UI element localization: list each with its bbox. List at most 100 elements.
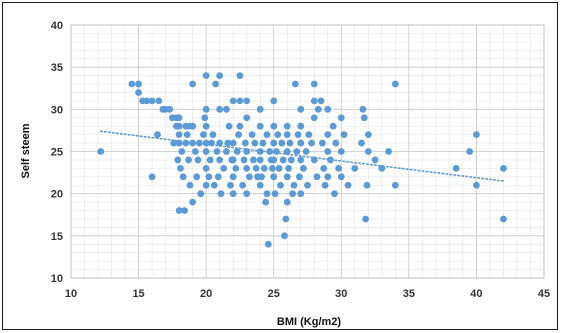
data-point — [202, 72, 210, 79]
data-point — [185, 156, 192, 164]
data-point — [291, 80, 299, 88]
trendline-group — [99, 130, 505, 182]
gridlines — [70, 24, 545, 279]
data-point — [182, 139, 190, 147]
chart-frame: 10 15 20 25 30 35 40 45 10 15 20 25 30 35 40 BMI (Kg/m… — [2, 2, 558, 330]
data-point — [283, 198, 291, 206]
data-point — [324, 173, 332, 181]
data-point — [181, 207, 188, 214]
tick-labels: 10 15 20 25 30 35 40 45 10 15 20 25 30 35 40 — [51, 20, 550, 300]
data-point — [235, 131, 242, 139]
data-point — [243, 148, 251, 155]
data-point — [297, 105, 305, 113]
data-point — [275, 164, 283, 172]
data-point — [191, 148, 199, 155]
data-point — [223, 105, 230, 113]
x-tick-label: 20 — [200, 288, 212, 300]
data-point — [251, 139, 259, 147]
data-point — [310, 156, 318, 164]
data-point — [283, 173, 291, 181]
data-point — [363, 181, 371, 189]
data-point — [297, 139, 305, 147]
data-point — [263, 190, 271, 198]
data-point — [229, 173, 237, 181]
data-point — [337, 114, 345, 122]
data-point — [252, 164, 260, 172]
data-point — [279, 156, 287, 164]
data-point — [473, 131, 480, 139]
data-point — [227, 181, 234, 189]
data-point — [304, 181, 311, 189]
data-point — [177, 164, 184, 172]
data-point — [337, 148, 345, 155]
data-point — [317, 97, 325, 105]
y-tick-label: 15 — [51, 231, 63, 243]
data-point — [359, 105, 367, 113]
data-point — [466, 148, 474, 155]
data-point — [297, 122, 305, 130]
data-point — [135, 80, 142, 88]
data-point — [178, 148, 186, 155]
data-point — [324, 131, 332, 139]
data-point — [270, 97, 278, 105]
data-point — [202, 148, 210, 155]
data-point — [297, 190, 305, 198]
data-point — [189, 80, 197, 88]
data-point — [209, 131, 217, 139]
data-point — [378, 164, 386, 172]
x-tick-label: 45 — [538, 288, 550, 300]
data-point — [263, 131, 271, 139]
data-point — [174, 156, 182, 164]
data-point — [473, 181, 480, 189]
data-point — [295, 173, 303, 181]
scatter-chart: 10 15 20 25 30 35 40 45 10 15 20 25 30 35 40 BMI (Kg/m… — [20, 20, 550, 328]
data-point — [314, 105, 322, 113]
data-point — [337, 173, 345, 181]
data-point — [202, 181, 210, 189]
data-point — [391, 80, 399, 88]
data-point — [331, 190, 338, 198]
data-point — [229, 139, 237, 147]
data-point — [210, 181, 218, 189]
data-point — [452, 164, 460, 172]
data-point — [340, 131, 348, 139]
data-point — [224, 139, 232, 147]
data-point — [256, 181, 264, 189]
data-point — [274, 131, 282, 139]
data-point — [297, 156, 305, 164]
data-point — [213, 148, 221, 155]
data-point — [243, 97, 251, 105]
data-point — [236, 72, 244, 79]
data-point — [258, 173, 265, 181]
data-point — [351, 164, 359, 172]
data-point — [175, 114, 183, 122]
data-point — [148, 173, 156, 181]
data-point — [324, 148, 332, 155]
data-point — [277, 181, 284, 189]
data-point — [193, 173, 201, 181]
data-point — [270, 156, 278, 164]
x-tick-label: 40 — [470, 288, 482, 300]
data-point — [283, 131, 291, 139]
data-point — [286, 139, 294, 147]
y-tick-label: 25 — [51, 147, 63, 159]
data-point — [273, 148, 280, 155]
data-point — [148, 97, 156, 105]
data-point — [281, 232, 288, 240]
data-point — [320, 164, 328, 172]
data-point — [313, 173, 321, 181]
data-point — [270, 173, 278, 181]
x-tick-label: 25 — [268, 288, 280, 300]
data-point — [154, 131, 161, 139]
data-point — [283, 148, 291, 155]
data-point — [278, 139, 286, 147]
data-point — [391, 181, 399, 189]
data-point — [302, 148, 310, 155]
data-point — [195, 139, 203, 147]
data-point — [229, 97, 237, 105]
data-point — [128, 80, 136, 88]
data-point — [335, 164, 342, 172]
data-point — [282, 215, 290, 223]
x-axis-title: BMI (Kg/m2) — [277, 316, 342, 328]
data-points — [97, 72, 507, 248]
